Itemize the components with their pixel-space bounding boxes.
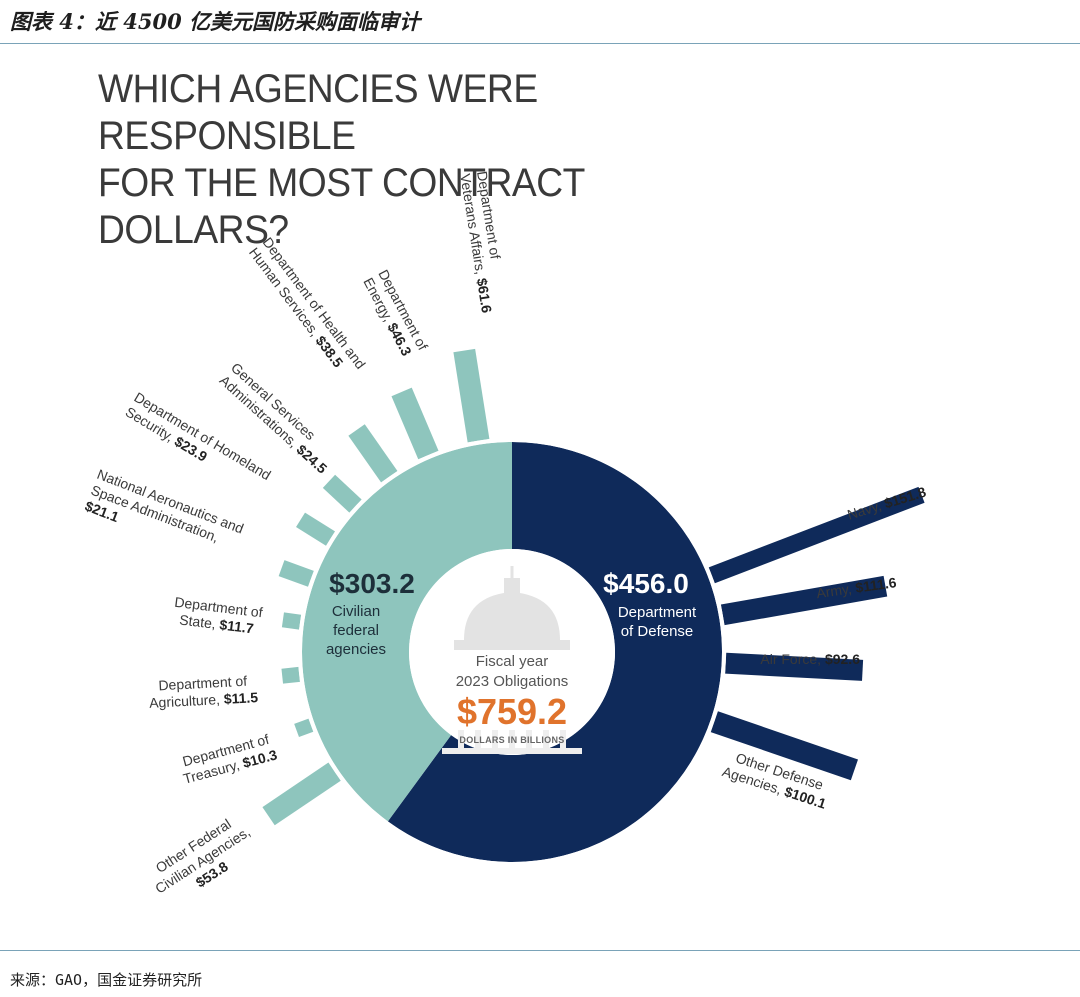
dome-column <box>458 730 464 752</box>
donut-segment-defense <box>387 442 723 862</box>
label-civilian-7-text-1: Department of <box>158 673 248 694</box>
label-civilian-3-value: $24.5 <box>294 441 331 476</box>
civilian-bar-3 <box>322 474 362 513</box>
civilian-bar-9 <box>262 762 341 826</box>
ring-layer <box>298 438 726 866</box>
chart-title-line-1: WHICH AGENCIES WERE RESPONSIBLE <box>98 67 538 158</box>
defense-bar-2 <box>725 652 864 681</box>
civilian-bar-1 <box>391 387 439 460</box>
defense-caption-line-1: Department <box>618 604 697 621</box>
civilian-bar-2 <box>348 424 398 483</box>
inner-disk <box>409 549 615 755</box>
defense-bar-0 <box>708 486 925 584</box>
dome-column <box>560 730 566 752</box>
chart-title-line-2: FOR THE MOST CONTRACT DOLLARS? <box>98 161 585 252</box>
defense-bar-3 <box>710 711 858 781</box>
label-air-force-value: $92.6 <box>825 651 860 667</box>
label-army-line-1: Army, $111.6 <box>815 574 897 601</box>
civilian-bar-7 <box>281 666 300 684</box>
label-civilian-7-line-1: Department of <box>158 673 248 694</box>
civilian-bar-6 <box>281 612 302 630</box>
dome-column <box>475 730 481 752</box>
dome-cap <box>464 592 560 640</box>
label-civilian-6-line-2: State, $11.7 <box>178 611 254 636</box>
label-air-force: Air Force, $92.6 <box>760 651 860 667</box>
defense-caption-line-2: of Defense <box>621 623 694 640</box>
label-civilian-2-line-1: Department of Health and <box>260 234 369 372</box>
dome-drum <box>454 640 570 650</box>
label-army-text-1: Army, <box>815 580 856 601</box>
label-army: Army, $111.6 <box>815 574 897 601</box>
label-civilian-2-text-1: Department of Health and <box>260 234 369 372</box>
civilian-bar-4 <box>296 512 336 546</box>
report-header: 图表 4：近 4500 亿美元国防采购面临审计 <box>0 0 1080 44</box>
civilian-bar-5 <box>278 560 314 587</box>
ring-gap <box>298 438 726 866</box>
report-footer: 来源：GAO，国金证券研究所 <box>0 950 1080 997</box>
defense-bar-1 <box>720 575 888 626</box>
civilian-caption-line-3: agencies <box>326 641 386 658</box>
civilian-caption-line-2: federal <box>333 622 379 639</box>
bar-layer <box>262 348 925 826</box>
defense-total-value: $456.0 <box>603 568 689 599</box>
dome-column <box>543 730 549 752</box>
dome-lantern <box>504 578 520 594</box>
total-unit: DOLLARS IN BILLIONS <box>459 735 564 745</box>
civilian-bar-0 <box>453 348 490 443</box>
label-air-force-line-1: Air Force, $92.6 <box>760 651 860 667</box>
label-civilian-7-value: $11.5 <box>223 689 258 707</box>
label-civilian-6-text-2: State, <box>178 611 220 632</box>
civilian-caption-line-1: Civilian <box>332 603 380 620</box>
label-civilian-7-text-2: Agriculture, <box>149 691 224 711</box>
total-caption-line-1: Fiscal year <box>476 653 549 670</box>
dome-column <box>526 730 532 752</box>
civilian-total-value: $303.2 <box>329 568 415 599</box>
civilian-bar-8 <box>294 718 314 737</box>
center-total: Fiscal year 2023 Obligations$759.2 DOLLARS… <box>456 653 569 745</box>
label-civilian-2-line-2: Human Services, $38.5 <box>246 244 346 370</box>
dome-column <box>492 730 498 752</box>
dome-base <box>442 748 582 754</box>
label-army-value: $111.6 <box>854 574 897 596</box>
donut-segment-civilian <box>302 442 512 822</box>
total-caption-line-2: 2023 Obligations <box>456 673 569 690</box>
label-civilian-0-value: $61.6 <box>474 277 495 314</box>
figure-caption: 图表 4：近 4500 亿美元国防采购面临审计 <box>10 9 420 34</box>
chart-title: WHICH AGENCIES WERE RESPONSIBLE FOR THE … <box>98 66 768 254</box>
label-civilian-6-value: $11.7 <box>219 616 255 636</box>
label-air-force-text-1: Air Force, <box>760 651 825 667</box>
capitol-dome-icon <box>442 566 582 754</box>
total-value: $759.2 <box>457 691 567 732</box>
label-civilian-7-line-2: Agriculture, $11.5 <box>149 689 259 711</box>
segment-labels: $303.2 Civilian federal agencies $456.0 Depar… <box>326 568 697 658</box>
source-note: 来源：GAO，国金证券研究所 <box>10 971 203 989</box>
dome-column <box>509 730 515 752</box>
